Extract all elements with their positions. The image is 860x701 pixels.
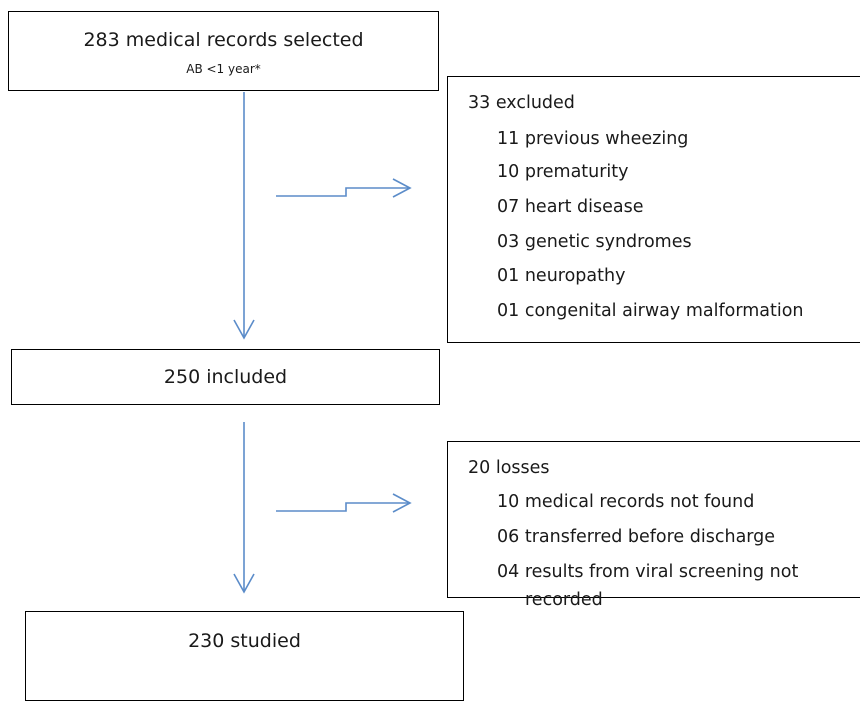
- selected-records-box: 283 medical records selected AB <1 year*: [8, 11, 439, 91]
- included-title: 250 included: [163, 366, 288, 388]
- losses-item-continuation: recorded: [525, 590, 603, 610]
- excluded-item: 03 genetic syndromes: [497, 232, 692, 252]
- side-arrow-1-head: [392, 178, 412, 198]
- excluded-item: 01 congenital airway malformation: [497, 301, 804, 321]
- studied-box: 230 studied: [25, 611, 464, 701]
- down-arrow-2-head: [233, 573, 255, 594]
- excluded-item: 01 neuropathy: [497, 266, 626, 286]
- excluded-item: 07 heart disease: [497, 197, 644, 217]
- excluded-item: 11 previous wheezing: [497, 129, 689, 149]
- losses-item: 06 transferred before discharge: [497, 527, 776, 547]
- losses-heading: 20 losses: [468, 458, 550, 478]
- studied-title: 230 studied: [188, 630, 301, 652]
- side-arrow-2-head: [392, 493, 412, 513]
- selected-records-title: 283 medical records selected: [83, 29, 364, 51]
- losses-item: 04 results from viral screening not: [497, 562, 799, 582]
- selected-records-subtitle: AB <1 year*: [186, 62, 261, 76]
- excluded-heading: 33 excluded: [468, 93, 575, 113]
- side-arrow-2: [276, 502, 410, 512]
- side-arrow-1: [276, 187, 410, 197]
- flow-arrows: [233, 92, 412, 594]
- excluded-box: 33 excluded 11 previous wheezing 10 prem…: [447, 76, 860, 343]
- included-box: 250 included: [11, 349, 440, 405]
- excluded-item: 10 prematurity: [497, 162, 629, 182]
- losses-box: 20 losses 10 medical records not found 0…: [447, 441, 860, 610]
- losses-item: 10 medical records not found: [497, 492, 755, 512]
- down-arrow-1-head: [233, 319, 255, 340]
